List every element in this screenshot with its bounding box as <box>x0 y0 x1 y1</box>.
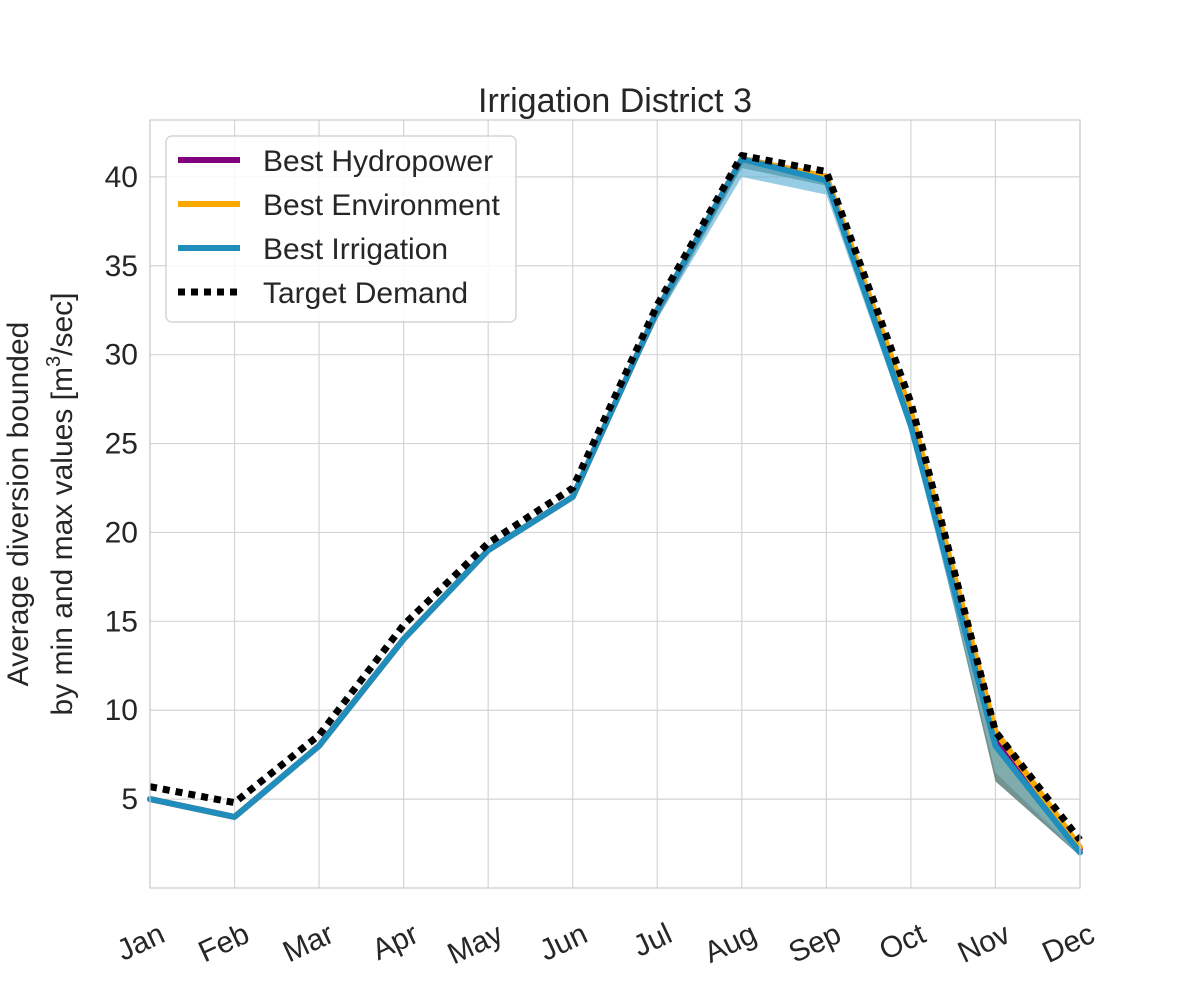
legend: Best Hydropower Best Environment Best Irri… <box>165 135 517 323</box>
legend-label-best-environment: Best Environment <box>263 189 500 222</box>
plot-frame <box>149 119 1081 889</box>
chart-title: Irrigation District 3 <box>478 82 752 120</box>
legend-box <box>165 135 517 323</box>
series-line-best-irrigation <box>147 156 1083 856</box>
y-axis-label-superscript: 3 <box>43 356 65 367</box>
y-axis-label-line1: Average diversion bounded <box>2 322 35 687</box>
y-tick-label-40: 40 <box>105 161 138 194</box>
y-axis-label-line2: by min and max values [m3/sec] <box>43 293 79 716</box>
y-tick-label-25: 25 <box>105 428 138 461</box>
y-axis-label-line2-pre: by min and max values [m <box>46 367 79 715</box>
y-tick-label-10: 10 <box>105 694 138 727</box>
y-axis-label-line2-post: /sec] <box>46 293 79 356</box>
legend-label-target-demand: Target Demand <box>263 277 468 310</box>
y-axis-label: Average diversion bounded by min and max… <box>2 293 79 716</box>
legend-label-best-hydropower: Best Hydropower <box>263 145 493 178</box>
y-tick-label-30: 30 <box>105 339 138 372</box>
series-line-target-demand <box>149 152 1083 843</box>
y-tick-label-35: 35 <box>105 250 138 283</box>
legend-items: Best Hydropower Best Environment Best Irri… <box>178 145 500 310</box>
y-tick-labels: 5 10 15 20 25 30 35 40 <box>105 161 138 816</box>
y-tick-label-15: 15 <box>105 605 138 638</box>
y-tick-label-5: 5 <box>121 783 138 816</box>
legend-label-best-irrigation: Best Irrigation <box>263 233 448 266</box>
y-tick-label-20: 20 <box>105 516 138 549</box>
series-lines <box>147 152 1083 856</box>
